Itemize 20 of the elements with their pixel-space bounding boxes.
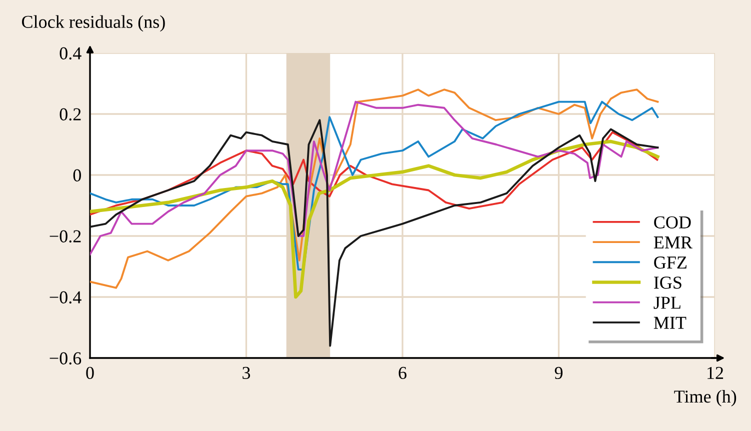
legend-label: GFZ: [654, 256, 686, 269]
x-tick-label: 0: [86, 366, 94, 380]
x-axis-title: Time (h): [674, 390, 736, 406]
y-tick-label: 0.4: [60, 47, 82, 60]
y-tick-label: 0: [73, 169, 81, 182]
x-tick-label: 3: [242, 366, 250, 380]
legend-label: IGS: [654, 276, 682, 289]
legend-label: EMR: [654, 236, 692, 248]
x-tick-label: 9: [554, 366, 563, 380]
y-tick-label: −0.2: [50, 230, 81, 243]
line-series: [90, 131, 658, 216]
x-tick-label: 12: [708, 366, 724, 379]
y-tick-label: −0.4: [50, 291, 82, 304]
legend-label: JPL: [654, 296, 680, 309]
x-tick-label: 6: [398, 366, 406, 380]
legend-label: MIT: [654, 316, 686, 329]
y-tick-label: −0.6: [50, 352, 82, 365]
y-axis-title: Clock residuals (ns): [22, 15, 165, 32]
y-tick-label: 0.2: [60, 108, 81, 121]
legend-label: COD: [654, 216, 691, 228]
